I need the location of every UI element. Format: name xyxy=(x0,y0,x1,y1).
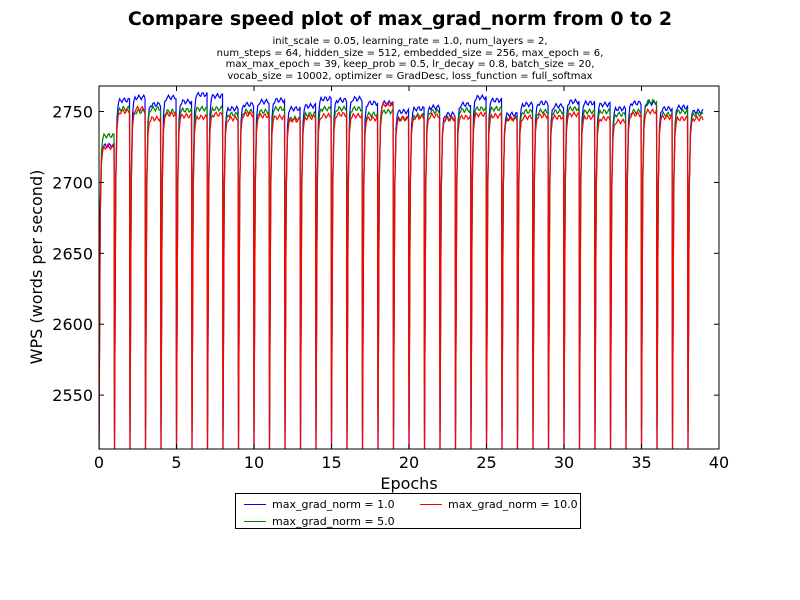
y-tick-label-3: 2700 xyxy=(52,173,93,192)
legend-label-series-1: max_grad_norm = 1.0 xyxy=(272,498,395,511)
x-tick-label-1: 5 xyxy=(171,453,181,472)
x-tick-label-3: 15 xyxy=(321,453,341,472)
legend-swatch-series-2 xyxy=(244,521,266,522)
legend-swatch-series-3 xyxy=(420,504,442,505)
subtitle-line-1: init_scale = 0.05, learning_rate = 1.0, … xyxy=(272,36,548,47)
y-tick-label-4: 2750 xyxy=(52,103,93,122)
x-tick-label-6: 30 xyxy=(554,453,574,472)
y-tick-label-1: 2600 xyxy=(52,315,93,334)
x-tick-label-7: 35 xyxy=(631,453,651,472)
tick-layer: 0 5 10 15 20 25 30 35 40 2550 2600 2650 2700 2750 xyxy=(52,86,729,472)
legend-label-series-2: max_grad_norm = 5.0 xyxy=(272,515,395,528)
subtitle-line-3: max_max_epoch = 39, keep_prob = 0.5, lr_… xyxy=(225,59,595,71)
legend-swatch-series-1 xyxy=(244,504,266,505)
series-layer xyxy=(99,91,704,449)
subtitle-line-4: vocab_size = 10002, optimizer = GradDesc… xyxy=(227,70,593,82)
chart-subtitle: init_scale = 0.05, learning_rate = 1.0, … xyxy=(0,36,800,82)
x-tick-label-5: 25 xyxy=(476,453,496,472)
legend-label-series-3: max_grad_norm = 10.0 xyxy=(448,498,578,511)
x-tick-label-8: 40 xyxy=(709,453,729,472)
y-tick-label-2: 2650 xyxy=(52,244,93,263)
y-tick-label-0: 2550 xyxy=(52,386,93,405)
x-axis-label: Epochs xyxy=(380,474,437,493)
y-axis-label: WPS (words per second) xyxy=(27,170,46,365)
series-line-2 xyxy=(99,98,704,431)
subtitle-line-2: num_steps = 64, hidden_size = 512, embed… xyxy=(216,47,604,59)
legend: max_grad_norm = 1.0 max_grad_norm = 5.0 … xyxy=(235,493,581,529)
x-tick-label-0: 0 xyxy=(94,453,104,472)
series-line-1 xyxy=(99,91,704,449)
x-tick-label-2: 10 xyxy=(244,453,264,472)
series-line-3 xyxy=(99,101,704,449)
chart-title: Compare speed plot of max_grad_norm from… xyxy=(127,8,673,30)
x-tick-label-4: 20 xyxy=(399,453,419,472)
